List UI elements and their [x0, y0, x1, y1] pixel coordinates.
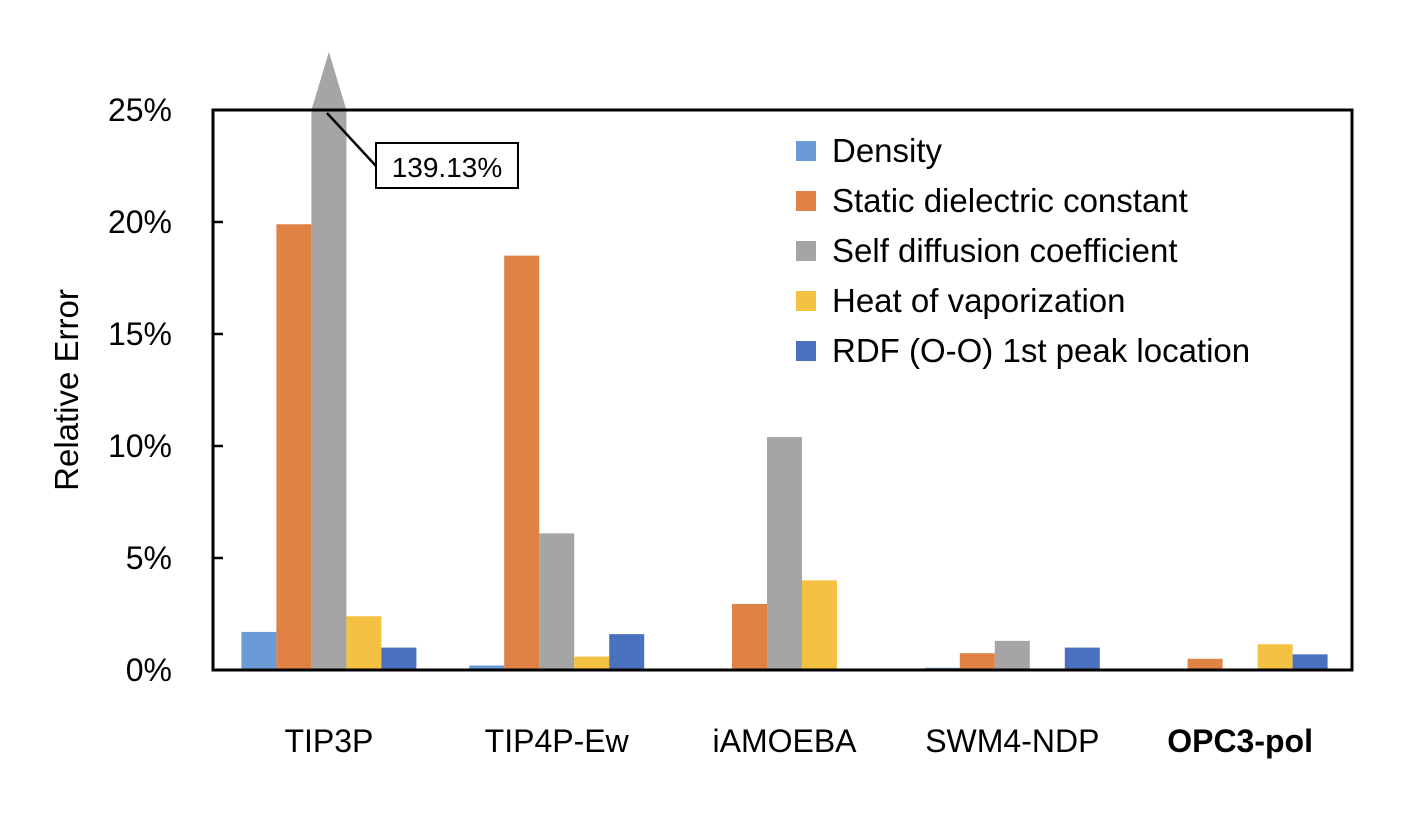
- bar-self-diffusion-coefficient-swm4-ndp: [994, 640, 1030, 670]
- x-tick-label: SWM4-NDP: [925, 723, 1099, 759]
- bar-rdf-o-o-1st-peak-location-tip4p-ew: [609, 634, 645, 670]
- legend-item: Self diffusion coefficient: [796, 232, 1178, 269]
- legend-label: Static dielectric constant: [832, 182, 1188, 219]
- legend-swatch: [796, 291, 816, 311]
- overflow-arrow: [311, 52, 347, 110]
- x-tick-label: TIP3P: [284, 723, 373, 759]
- legend-label: Heat of vaporization: [832, 282, 1126, 319]
- bar-rdf-o-o-1st-peak-location-opc3-pol: [1292, 654, 1328, 670]
- legend-swatch: [796, 341, 816, 361]
- legend-label: Density: [832, 132, 943, 169]
- y-tick-label: 0%: [126, 652, 172, 688]
- y-tick-label: 20%: [108, 204, 172, 240]
- y-tick-label: 5%: [126, 540, 172, 576]
- bar-self-diffusion-coefficient-tip4p-ew: [539, 533, 575, 670]
- legend-item: Static dielectric constant: [796, 182, 1188, 219]
- bar-static-dielectric-constant-tip4p-ew: [504, 255, 540, 670]
- x-axis: TIP3P TIP4P-Ew iAMOEBA SWM4-NDP OPC3-pol: [284, 723, 1313, 759]
- legend-item: Density: [796, 132, 943, 169]
- legend-item: Heat of vaporization: [796, 282, 1126, 319]
- legend-swatch: [796, 241, 816, 261]
- annotation-label: 139.13%: [392, 152, 503, 183]
- y-axis: 0% 5% 10% 15% 20% 25%: [108, 92, 223, 688]
- bar-rdf-o-o-1st-peak-location-swm4-ndp: [1064, 647, 1100, 670]
- overflow-annotation: 139.13%: [326, 112, 519, 189]
- legend-label: Self diffusion coefficient: [832, 232, 1178, 269]
- y-tick-label: 25%: [108, 92, 172, 128]
- y-axis-label: Relative Error: [48, 289, 85, 491]
- bar-self-diffusion-coefficient-tip3p: [311, 110, 347, 670]
- legend-swatch: [796, 141, 816, 161]
- annotation-box: [375, 142, 519, 189]
- bar-rdf-o-o-1st-peak-location-tip3p: [381, 647, 417, 670]
- annotation-leader-line: [326, 112, 377, 167]
- legend-item: RDF (O-O) 1st peak location: [796, 332, 1250, 369]
- bar-static-dielectric-constant-tip3p: [276, 224, 312, 671]
- plot-frame: [211, 108, 1354, 672]
- bar-static-dielectric-constant-opc3-pol: [1187, 658, 1223, 670]
- legend-label: RDF (O-O) 1st peak location: [832, 332, 1250, 369]
- bar-heat-of-vaporization-tip3p: [346, 616, 382, 670]
- legend: Density Static dielectric constant Self di…: [796, 132, 1250, 369]
- bar-density-tip4p-ew: [469, 665, 505, 670]
- bar-self-diffusion-coefficient-iamoeba: [767, 437, 802, 670]
- bar-heat-of-vaporization-opc3-pol: [1257, 644, 1293, 670]
- bar-density-tip3p: [241, 631, 277, 670]
- x-tick-label: iAMOEBA: [712, 723, 857, 759]
- bar-static-dielectric-constant-iamoeba: [732, 603, 767, 670]
- x-tick-label: OPC3-pol: [1167, 723, 1313, 759]
- legend-swatch: [796, 191, 816, 211]
- y-tick-label: 15%: [108, 316, 172, 352]
- bar-static-dielectric-constant-swm4-ndp: [959, 653, 995, 670]
- bar-heat-of-vaporization-iamoeba: [802, 580, 837, 670]
- y-tick-label: 10%: [108, 428, 172, 464]
- bars-layer: [241, 52, 1328, 671]
- x-tick-label: TIP4P-Ew: [485, 723, 630, 759]
- bar-heat-of-vaporization-tip4p-ew: [574, 656, 610, 670]
